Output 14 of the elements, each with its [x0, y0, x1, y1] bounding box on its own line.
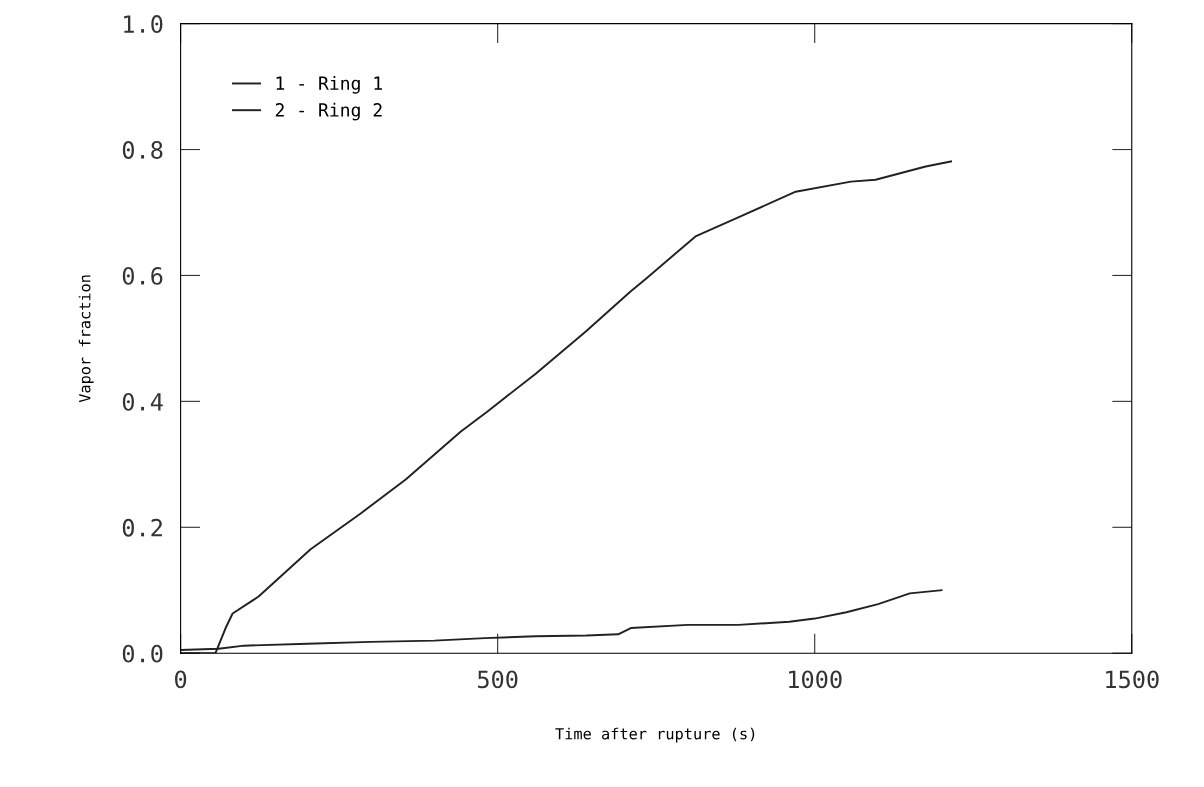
x-tick-label: 1000	[789, 670, 842, 689]
y-tick-label: 0.6	[122, 266, 163, 285]
y-tick-label: 0.0	[122, 644, 163, 663]
x-axis-title: Time after rupture (s)	[555, 727, 755, 743]
legend-label: 1 - Ring 1	[276, 76, 382, 94]
y-tick-label: 0.8	[122, 141, 163, 159]
y-axis-title: Vapor fraction	[78, 275, 94, 403]
x-tick-label: 0	[175, 670, 187, 689]
x-tick-label: 1500	[1106, 670, 1159, 689]
y-tick-label: 1.0	[124, 15, 163, 33]
y-tick-label: 0.4	[122, 392, 163, 411]
y-tick-label: 0.2	[122, 518, 162, 537]
legend-label: 2 - Ring 2	[275, 102, 382, 121]
x-tick-label: 500	[477, 670, 518, 689]
